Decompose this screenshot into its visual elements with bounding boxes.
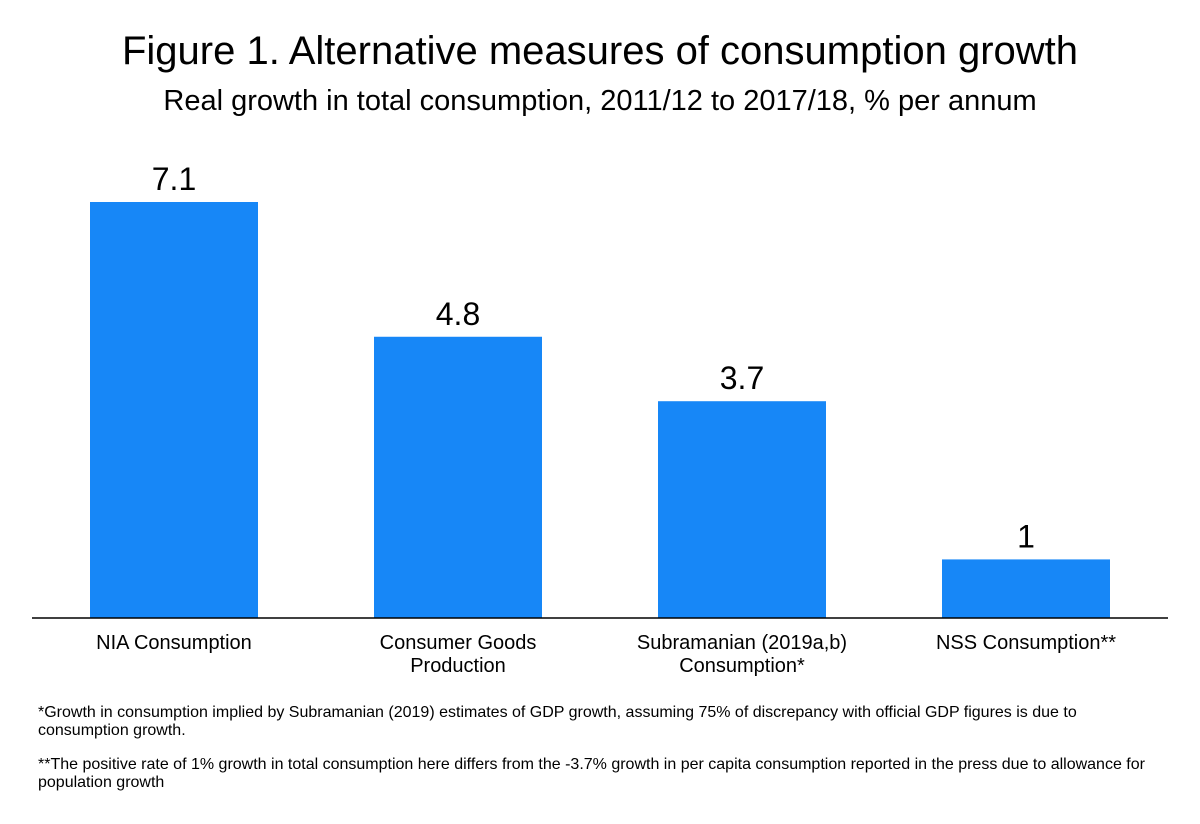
footnote-2: **The positive rate of 1% growth in tota… [38, 756, 1145, 791]
category-label-3: NSS Consumption** [936, 632, 1116, 654]
footnote-1: *Growth in consumption implied by Subram… [38, 704, 1077, 739]
category-label-0: NIA Consumption [96, 632, 252, 654]
category-label-1: Consumer Goods Production [380, 632, 537, 677]
value-label-3: 1 [1017, 518, 1035, 554]
bar-0 [90, 202, 258, 618]
bar-1 [374, 336, 542, 618]
chart-subtitle: Real growth in total consumption, 2011/1… [163, 85, 1037, 117]
value-label-0: 7.1 [152, 161, 196, 197]
bar-3 [942, 559, 1110, 618]
bar-2 [658, 401, 826, 618]
value-label-1: 4.8 [436, 296, 480, 332]
value-label-2: 3.7 [720, 360, 764, 396]
category-label-2: Subramanian (2019a,b) Consumption* [637, 632, 847, 677]
chart-title: Figure 1. Alternative measures of consum… [121, 29, 1079, 73]
bar-chart: 7.1 4.8 3.7 1 NIA Consumption Consumer Goods… [32, 161, 1168, 677]
